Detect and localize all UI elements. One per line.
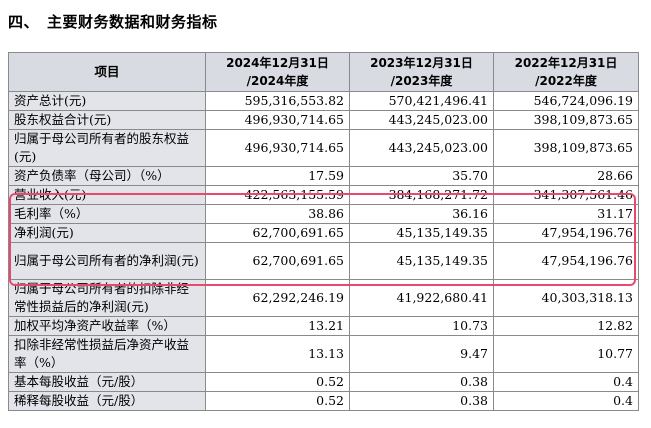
table-row: 资产负债率（母公司）（%） 17.59 35.70 28.66 [8, 166, 639, 186]
cell-2024: 0.52 [205, 391, 350, 411]
cell-2023: 35.70 [349, 166, 494, 186]
cell-2023: 10.73 [349, 316, 494, 336]
row-label: 股东权益合计(元) [8, 110, 206, 130]
table-row: 营业收入(元) 422,563,155.59 384,168,271.72 34… [8, 185, 639, 205]
cell-2024: 13.13 [205, 335, 350, 373]
cell-2022: 47,954,196.76 [493, 242, 639, 280]
cell-2022: 47,954,196.76 [493, 223, 639, 243]
cell-2023: 36.16 [349, 204, 494, 224]
table-row: 归属于母公司所有者的扣除非经常性损益后的净利润(元) 62,292,246.19… [8, 279, 639, 317]
cell-2024: 496,930,714.65 [205, 110, 350, 130]
table-row: 加权平均净资产收益率（%） 13.21 10.73 12.82 [8, 316, 639, 336]
row-label: 归属于母公司所有者的股东权益(元) [8, 129, 206, 167]
cell-2023: 384,168,271.72 [349, 185, 494, 205]
table-row: 扣除非经常性损益后净资产收益率（%） 13.13 9.47 10.77 [8, 335, 639, 373]
cell-2024: 38.86 [205, 204, 350, 224]
cell-2023: 443,245,023.00 [349, 129, 494, 167]
cell-2022: 12.82 [493, 316, 639, 336]
row-label: 归属于母公司所有者的净利润(元) [8, 242, 206, 280]
cell-2023: 41,922,680.41 [349, 279, 494, 317]
cell-2023: 443,245,023.00 [349, 110, 494, 130]
cell-2024: 496,930,714.65 [205, 129, 350, 167]
financial-data-table: 项目 2024年12月31日 /2024年度 2023年12月31日 /2023… [8, 52, 639, 411]
cell-2024: 422,563,155.59 [205, 185, 350, 205]
table-row: 归属于母公司所有者的股东权益(元) 496,930,714.65 443,245… [8, 129, 639, 167]
header-2023: 2023年12月31日 /2023年度 [349, 52, 494, 92]
table-header-row: 项目 2024年12月31日 /2024年度 2023年12月31日 /2023… [8, 52, 639, 92]
header-2022: 2022年12月31日 /2022年度 [493, 52, 639, 92]
row-label: 资产总计(元) [8, 91, 206, 111]
cell-2022: 546,724,096.19 [493, 91, 639, 111]
table-row: 归属于母公司所有者的净利润(元) 62,700,691.65 45,135,14… [8, 242, 639, 280]
cell-2022: 28.66 [493, 166, 639, 186]
cell-2023: 0.38 [349, 372, 494, 392]
cell-2023: 570,421,496.41 [349, 91, 494, 111]
cell-2022: 0.4 [493, 372, 639, 392]
cell-2022: 40,303,318.13 [493, 279, 639, 317]
header-item: 项目 [8, 52, 206, 92]
row-label: 毛利率（%） [8, 204, 206, 224]
cell-2023: 9.47 [349, 335, 494, 373]
cell-2023: 45,135,149.35 [349, 223, 494, 243]
row-label: 扣除非经常性损益后净资产收益率（%） [8, 335, 206, 373]
cell-2022: 398,109,873.65 [493, 110, 639, 130]
row-label: 加权平均净资产收益率（%） [8, 316, 206, 336]
cell-2024: 62,700,691.65 [205, 223, 350, 243]
table-row: 基本每股收益（元/股） 0.52 0.38 0.4 [8, 372, 639, 392]
table-row: 股东权益合计(元) 496,930,714.65 443,245,023.00 … [8, 110, 639, 130]
cell-2022: 0.4 [493, 391, 639, 411]
row-label: 净利润(元) [8, 223, 206, 243]
table-row: 毛利率（%） 38.86 36.16 31.17 [8, 204, 639, 224]
cell-2022: 10.77 [493, 335, 639, 373]
header-2024: 2024年12月31日 /2024年度 [205, 52, 350, 92]
table-row: 净利润(元) 62,700,691.65 45,135,149.35 47,95… [8, 223, 639, 243]
cell-2024: 13.21 [205, 316, 350, 336]
cell-2024: 62,700,691.65 [205, 242, 350, 280]
cell-2024: 595,316,553.82 [205, 91, 350, 111]
row-label: 稀释每股收益（元/股） [8, 391, 206, 411]
cell-2024: 62,292,246.19 [205, 279, 350, 317]
cell-2024: 0.52 [205, 372, 350, 392]
cell-2022: 398,109,873.65 [493, 129, 639, 167]
cell-2022: 31.17 [493, 204, 639, 224]
row-label: 归属于母公司所有者的扣除非经常性损益后的净利润(元) [8, 279, 206, 317]
table-row: 资产总计(元) 595,316,553.82 570,421,496.41 54… [8, 91, 639, 111]
row-label: 营业收入(元) [8, 185, 206, 205]
row-label: 基本每股收益（元/股） [8, 372, 206, 392]
cell-2022: 341,307,561.46 [493, 185, 639, 205]
row-label: 资产负债率（母公司）（%） [8, 166, 206, 186]
cell-2024: 17.59 [205, 166, 350, 186]
cell-2023: 45,135,149.35 [349, 242, 494, 280]
section-title: 四、 主要财务数据和财务指标 [8, 13, 218, 31]
table-row: 稀释每股收益（元/股） 0.52 0.38 0.4 [8, 391, 639, 411]
cell-2023: 0.38 [349, 391, 494, 411]
